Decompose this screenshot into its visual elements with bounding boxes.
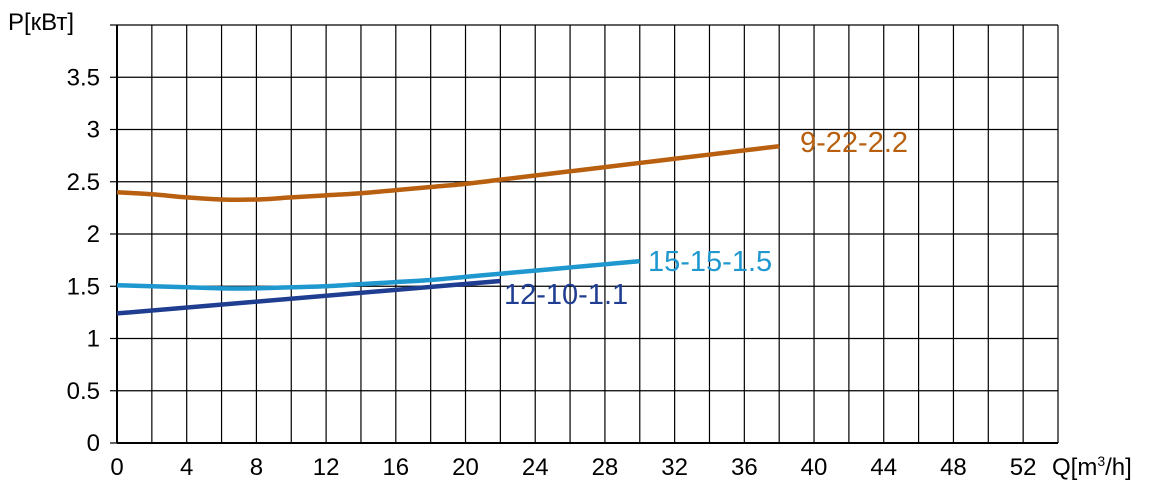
x-tick-label: 36 bbox=[731, 454, 758, 481]
x-tick-label: 28 bbox=[592, 454, 619, 481]
series-line-12-10-1.1 bbox=[116, 278, 501, 316]
x-axis-title: Q[m3/h] bbox=[1052, 453, 1132, 481]
x-tick-label: 0 bbox=[110, 454, 123, 481]
series-label-15-15-1.5: 15-15-1.5 bbox=[648, 246, 772, 278]
x-tick-label: 44 bbox=[870, 454, 897, 481]
x-tick-label: 12 bbox=[313, 454, 340, 481]
x-tick-label: 32 bbox=[661, 454, 688, 481]
y-tick-label: 1 bbox=[87, 326, 100, 353]
y-tick-label: 0 bbox=[87, 430, 100, 457]
y-axis-title: P[кВт] bbox=[8, 9, 74, 36]
x-axis-title-superscript: 3 bbox=[1097, 453, 1105, 469]
x-tick-label: 48 bbox=[940, 454, 967, 481]
x-tick-labels: 0 4 8 12 16 20 24 28 32 36 40 44 48 52 bbox=[110, 454, 1036, 481]
y-tick-label: 2 bbox=[87, 221, 100, 248]
x-tick-label: 20 bbox=[452, 454, 479, 481]
y-tick-label: 2.5 bbox=[67, 169, 100, 196]
series-line-15-15-1.5 bbox=[116, 258, 640, 291]
y-tick-labels: 0 0.5 1 1.5 2 2.5 3 3.5 bbox=[67, 64, 100, 457]
x-axis-title-end: /h] bbox=[1105, 454, 1132, 481]
series-line-9-22-2.2 bbox=[116, 143, 780, 203]
y-tick-label: 3 bbox=[87, 117, 100, 144]
x-tick-label: 24 bbox=[522, 454, 549, 481]
series-label-12-10-1.1: 12-10-1.1 bbox=[504, 279, 628, 311]
grid bbox=[110, 24, 1059, 444]
x-tick-label: 16 bbox=[382, 454, 409, 481]
x-tick-label: 8 bbox=[250, 454, 263, 481]
y-tick-label: 0.5 bbox=[67, 378, 100, 405]
series-lines bbox=[116, 143, 780, 316]
series-label-9-22-2.2: 9-22-2.2 bbox=[800, 127, 908, 159]
y-tick-label: 3.5 bbox=[67, 64, 100, 91]
y-tick-label: 1.5 bbox=[67, 273, 100, 300]
x-axis-title-main: Q[m bbox=[1052, 454, 1097, 481]
x-tick-label: 52 bbox=[1010, 454, 1037, 481]
x-tick-label: 4 bbox=[180, 454, 193, 481]
x-tick-label: 40 bbox=[801, 454, 828, 481]
